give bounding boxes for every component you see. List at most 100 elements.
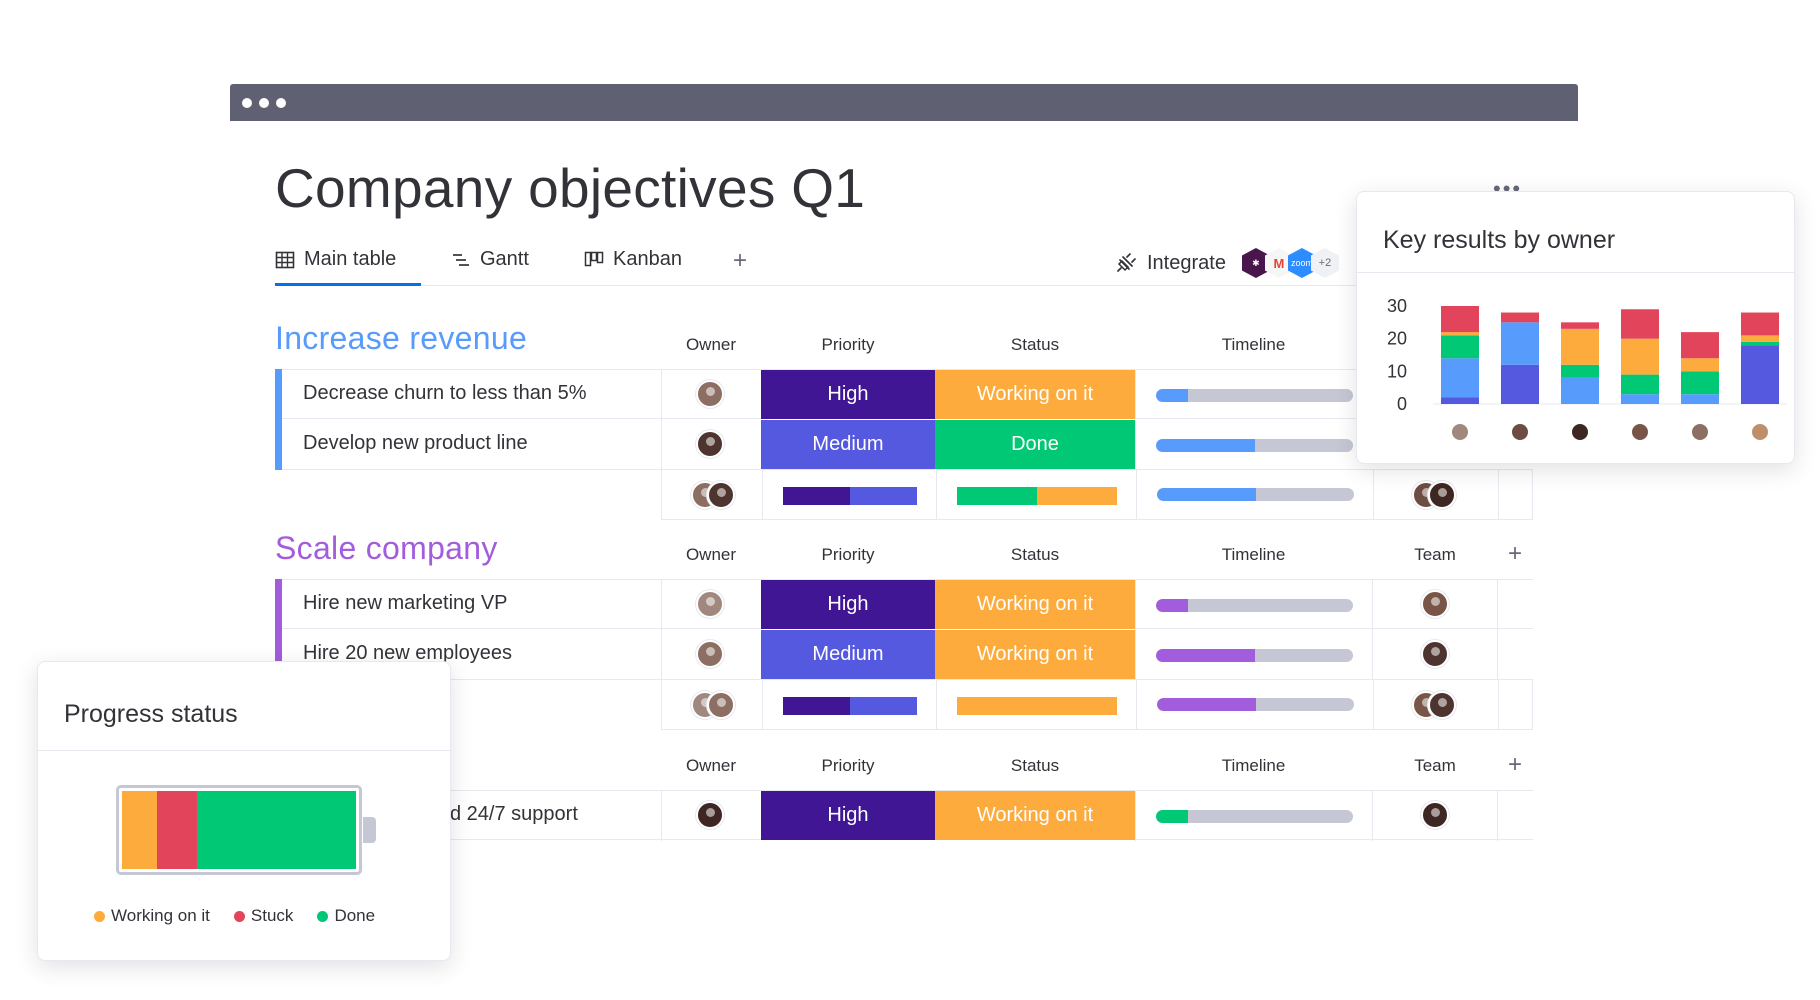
owner-avatar[interactable] xyxy=(1630,422,1650,442)
timeline-bar[interactable] xyxy=(1156,599,1353,612)
owner-avatar[interactable] xyxy=(1750,422,1770,442)
status-cell[interactable]: Working on it xyxy=(935,370,1135,419)
owner-cell[interactable] xyxy=(661,420,761,470)
priority-cell[interactable]: Medium xyxy=(761,630,935,679)
owner-cell[interactable] xyxy=(661,630,761,680)
bar-segment[interactable] xyxy=(1441,332,1479,336)
integrate-button[interactable]: Integrate ✱ M zoom +2 xyxy=(1115,248,1339,278)
avatar[interactable] xyxy=(696,380,724,408)
avatar[interactable] xyxy=(696,801,724,829)
add-column-button[interactable]: + xyxy=(1507,751,1522,778)
column-header-timeline[interactable]: Timeline xyxy=(1221,335,1286,354)
team-cell[interactable] xyxy=(1372,791,1498,841)
priority-cell[interactable]: Medium xyxy=(761,420,935,469)
timeline-bar[interactable] xyxy=(1156,649,1353,662)
column-header-team[interactable]: Team xyxy=(1414,545,1456,564)
bar-segment[interactable] xyxy=(1741,345,1779,404)
status-cell[interactable]: Working on it xyxy=(935,580,1135,629)
timeline-cell[interactable] xyxy=(1135,580,1372,630)
column-header-priority[interactable]: Priority xyxy=(821,756,875,775)
status-cell[interactable]: Done xyxy=(935,420,1135,469)
avatar[interactable] xyxy=(696,590,724,618)
priority-cell[interactable]: High xyxy=(761,580,935,629)
owner-cell[interactable] xyxy=(661,580,761,630)
table-row[interactable]: Hire 20 new employees Medium Working on … xyxy=(275,629,1533,680)
item-name[interactable]: Decrease churn to less than 5% xyxy=(303,382,587,404)
column-header-team[interactable]: Team xyxy=(1414,756,1456,775)
tab-kanban[interactable]: Kanban xyxy=(584,248,682,286)
bar-segment[interactable] xyxy=(1501,364,1539,404)
avatar[interactable] xyxy=(1421,640,1449,668)
avatar[interactable] xyxy=(1421,590,1449,618)
status-cell[interactable]: Working on it xyxy=(935,630,1135,679)
status-cell[interactable]: Working on it xyxy=(935,791,1135,840)
priority-cell[interactable]: High xyxy=(761,791,935,840)
avatar[interactable] xyxy=(696,430,724,458)
bar-segment[interactable] xyxy=(1741,335,1779,342)
team-cell[interactable] xyxy=(1372,630,1498,680)
key-results-widget[interactable]: Key results by owner 30 20 10 0 xyxy=(1356,191,1795,464)
bar-segment[interactable] xyxy=(1441,397,1479,404)
owner-cell[interactable] xyxy=(661,791,761,841)
group-title-scale-company[interactable]: Scale company xyxy=(275,530,498,566)
column-header-status[interactable]: Status xyxy=(1010,545,1060,564)
column-header-priority[interactable]: Priority xyxy=(821,545,875,564)
owner-cell[interactable] xyxy=(661,370,761,420)
timeline-cell[interactable] xyxy=(1135,420,1533,470)
add-column-button[interactable]: + xyxy=(1507,540,1522,567)
column-header-status[interactable]: Status xyxy=(1010,335,1060,354)
bar-segment[interactable] xyxy=(1621,309,1659,339)
owner-avatar[interactable] xyxy=(1690,422,1710,442)
bar-segment[interactable] xyxy=(1741,312,1779,336)
bar-segment[interactable] xyxy=(1681,394,1719,404)
timeline-cell[interactable] xyxy=(1135,630,1372,680)
owner-avatar[interactable] xyxy=(1570,422,1590,442)
bar-segment[interactable] xyxy=(1621,338,1659,375)
bar-segment[interactable] xyxy=(1561,322,1599,329)
bar-segment[interactable] xyxy=(1561,328,1599,365)
bar-segment[interactable] xyxy=(1441,306,1479,333)
table-row[interactable]: d 24/7 support High Working on it xyxy=(275,790,1533,841)
item-name[interactable]: Hire new marketing VP xyxy=(303,592,508,614)
item-name[interactable]: Develop new product line xyxy=(303,432,528,454)
column-header-owner[interactable]: Owner xyxy=(685,545,737,564)
table-row[interactable]: Develop new product line Medium Done xyxy=(275,419,1533,470)
table-row[interactable]: Hire new marketing VP High Working on it xyxy=(275,579,1533,630)
team-cell[interactable] xyxy=(1372,580,1498,630)
item-name[interactable]: d 24/7 support xyxy=(450,803,578,825)
avatar[interactable] xyxy=(1421,801,1449,829)
bar-segment[interactable] xyxy=(1561,364,1599,378)
column-header-status[interactable]: Status xyxy=(1010,756,1060,775)
add-view-button[interactable]: + xyxy=(733,247,748,274)
timeline-bar[interactable] xyxy=(1156,389,1353,402)
bar-segment[interactable] xyxy=(1621,394,1659,404)
bar-segment[interactable] xyxy=(1621,374,1659,395)
priority-cell[interactable]: High xyxy=(761,370,935,419)
column-header-timeline[interactable]: Timeline xyxy=(1221,756,1286,775)
bar-segment[interactable] xyxy=(1561,377,1599,404)
column-header-owner[interactable]: Owner xyxy=(685,756,737,775)
owner-avatar[interactable] xyxy=(1510,422,1530,442)
bar-segment[interactable] xyxy=(1681,371,1719,395)
timeline-cell[interactable] xyxy=(1135,370,1533,420)
bar-segment[interactable] xyxy=(1681,358,1719,372)
item-name[interactable]: Hire 20 new employees xyxy=(303,642,512,664)
column-header-timeline[interactable]: Timeline xyxy=(1221,545,1286,564)
column-header-owner[interactable]: Owner xyxy=(685,335,737,354)
timeline-bar[interactable] xyxy=(1156,810,1353,823)
timeline-bar[interactable] xyxy=(1156,439,1353,452)
tab-gantt[interactable]: Gantt xyxy=(451,248,529,286)
bar-segment[interactable] xyxy=(1441,335,1479,359)
bar-segment[interactable] xyxy=(1741,341,1779,346)
tab-main-table[interactable]: Main table xyxy=(275,248,421,286)
table-row[interactable]: Decrease churn to less than 5% High Work… xyxy=(275,369,1533,420)
bar-segment[interactable] xyxy=(1501,312,1539,323)
progress-status-widget[interactable]: Progress status Working on it Stuck Done xyxy=(37,661,451,961)
bar-segment[interactable] xyxy=(1681,332,1719,359)
bar-segment[interactable] xyxy=(1501,322,1539,365)
group-title-increase-revenue[interactable]: Increase revenue xyxy=(275,320,528,356)
owner-avatar[interactable] xyxy=(1450,422,1470,442)
column-header-priority[interactable]: Priority xyxy=(821,335,875,354)
timeline-cell[interactable] xyxy=(1135,791,1372,841)
avatar[interactable] xyxy=(696,640,724,668)
